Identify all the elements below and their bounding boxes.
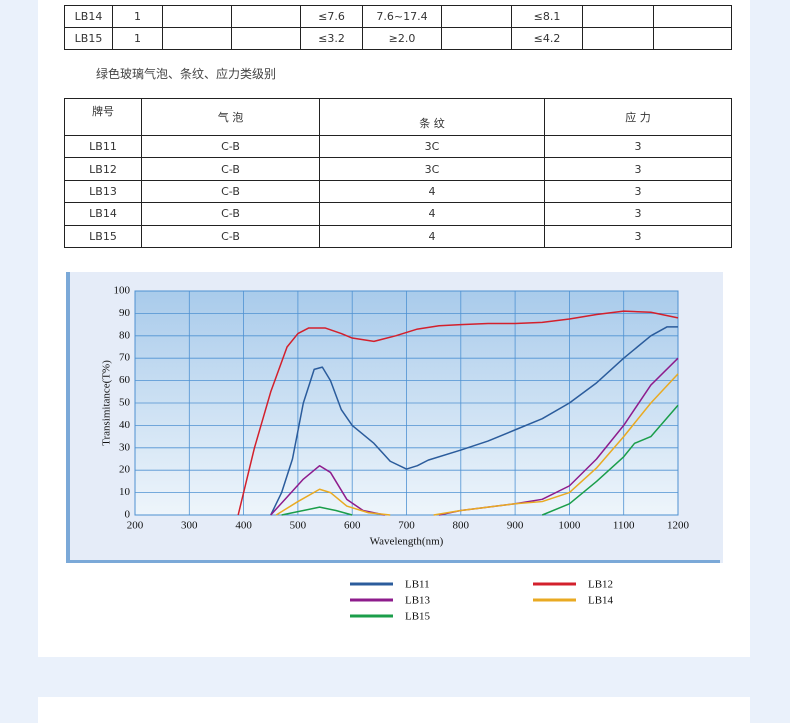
x-tick-label: 1200: [667, 520, 690, 532]
x-tick-label: 400: [235, 520, 252, 532]
y-tick-label: 60: [119, 374, 131, 386]
cell: LB14: [64, 202, 142, 226]
y-tick-label: 70: [119, 352, 131, 364]
x-tick-label: 500: [290, 520, 307, 532]
series-line: [275, 373, 679, 516]
y-tick-label: 20: [119, 464, 131, 476]
legend-label: LB13: [405, 595, 431, 607]
spec-table: LB14 1 ≤7.6 7.6~17.4 ≤8.1 LB15 1 ≤3.2 ≥2.0 ≤4.2: [64, 5, 732, 50]
y-tick-label: 50: [119, 397, 131, 409]
legend-label: LB15: [405, 611, 431, 623]
y-tick-label: 0: [125, 509, 131, 521]
x-tick-label: 1100: [613, 520, 635, 532]
panel-border: [66, 560, 720, 563]
x-tick-label: 700: [398, 520, 415, 532]
cell: ≤7.6: [300, 5, 363, 28]
cell: 条 纹: [319, 98, 545, 136]
legend-label: LB14: [588, 595, 614, 607]
legend-label: LB11: [405, 579, 430, 591]
y-tick-label: 100: [114, 285, 131, 297]
series-line: [270, 326, 678, 516]
series-line: [237, 310, 679, 516]
cell: [653, 27, 732, 50]
caption: 绿色玻璃气泡、条纹、应力类级别: [96, 67, 277, 81]
row: LB11 C-B 3C 3: [64, 134, 732, 159]
cell: LB15: [64, 224, 142, 248]
cell: LB14: [64, 5, 113, 28]
y-tick-label: 40: [119, 419, 131, 431]
x-tick-label: 300: [181, 520, 198, 532]
x-tick-label: 900: [507, 520, 524, 532]
cell: 牌号: [64, 98, 142, 136]
next-panel: [38, 697, 750, 723]
header-row: 牌号气 泡条 纹应 力: [64, 98, 732, 136]
series-line: [281, 404, 679, 516]
x-tick-label: 600: [344, 520, 361, 532]
cell: 3: [544, 224, 732, 248]
cell: 气 泡: [141, 98, 320, 136]
y-tick-label: 90: [119, 307, 131, 319]
x-tick-label: 200: [127, 520, 144, 532]
row: LB13 C-B 4 3: [64, 179, 732, 204]
panel-border: [66, 272, 70, 563]
y-tick-label: 10: [119, 486, 131, 498]
cell: LB15: [64, 27, 113, 50]
grade-table: 牌号气 泡条 纹应 力 LB11 C-B 3C 3 LB12 C-B 3C 3 LB13 C-B 4 3…: [64, 98, 732, 248]
y-axis-label: Transimitance(T%): [101, 360, 113, 446]
y-tick-label: 80: [119, 329, 131, 341]
cell: ≤4.2: [511, 27, 583, 50]
x-tick-label: 800: [453, 520, 470, 532]
y-tick-label: 30: [119, 441, 131, 453]
row: LB14 C-B 4 3: [64, 202, 732, 226]
x-axis-label: Wavelength(nm): [370, 536, 444, 548]
cell: 7.6~17.4: [362, 5, 442, 28]
row: LB15 1 ≤3.2 ≥2.0 ≤4.2: [64, 27, 732, 50]
legend-label: LB12: [588, 579, 613, 591]
row: LB15 C-B 4 3: [64, 224, 732, 248]
x-tick-label: 1000: [558, 520, 581, 532]
cell: ≥2.0: [362, 27, 442, 50]
cell: ≤3.2: [300, 27, 363, 50]
